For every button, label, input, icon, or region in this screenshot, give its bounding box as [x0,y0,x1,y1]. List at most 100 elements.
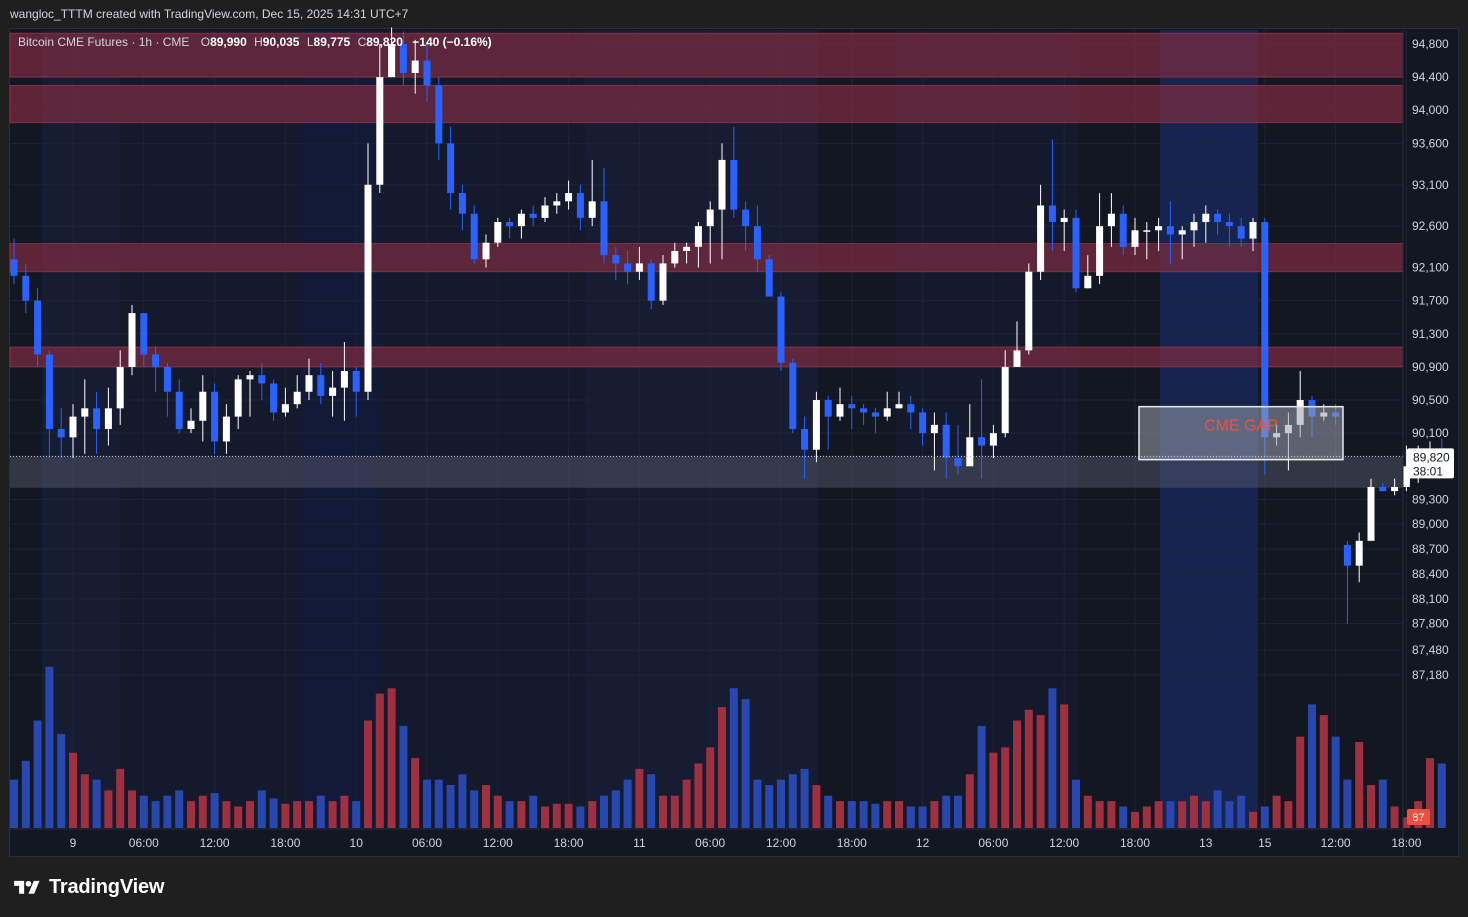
legend-close-label: C [357,35,367,49]
time-tick-label: 9 [70,836,77,850]
legend-symbol[interactable]: Bitcoin CME Futures · 1h · CME [18,35,190,49]
session-band [302,30,380,828]
volume-bar [1095,801,1104,828]
volume-value: 87 [1412,812,1424,824]
resistance-zone [9,243,1404,273]
volume-bar [1249,811,1257,828]
candle-body [706,209,714,227]
candle-body [541,205,549,218]
candle-body [871,412,879,417]
price-tick-label: 89,000 [1412,517,1449,531]
volume-bar [647,774,656,828]
candle-body [612,255,620,264]
candle [1355,532,1363,583]
volume-bar [588,801,597,828]
candle [1072,209,1080,293]
candle [163,362,171,417]
candle [588,159,596,227]
candle [140,313,148,367]
volume-bar [151,801,160,828]
candle-body [1214,213,1222,223]
legend-high-value: 90,035 [262,35,300,49]
session-band [818,30,896,828]
volume-bar [1426,758,1434,828]
volume-bar [576,806,585,828]
candle [69,404,77,458]
volume-bar [198,795,207,828]
candle [388,27,396,78]
volume-bar [305,801,313,828]
candle-body [753,226,761,260]
candle-body [671,251,679,264]
candle [270,379,278,421]
candle-body [718,159,726,210]
session-band [120,30,302,828]
candle [801,416,809,479]
candle-body [470,213,478,260]
volume-bar [1355,742,1364,828]
candle [1155,217,1163,251]
volume-bar [706,747,715,828]
candle [1225,213,1233,247]
volume-bar [1083,795,1092,828]
candle-body [458,193,466,214]
volume-bar [175,790,184,828]
candle [1202,205,1210,243]
candle-body [128,313,136,367]
candle [1190,213,1198,247]
candle-body [1013,350,1021,367]
candle [529,205,537,227]
candle-body [329,387,337,396]
chart-attribution: wangloc_TTTM created with TradingView.co… [10,7,409,21]
candle [10,238,18,285]
volume-bar [45,666,54,828]
candle-body [848,404,856,409]
volume-bar [670,795,679,828]
candle [211,383,219,454]
candle [423,44,431,102]
candle [293,375,301,409]
candle [1166,201,1174,264]
candle-body [624,263,632,272]
candle [565,180,573,210]
volume-bar [930,801,939,828]
resistance-zone [9,346,1404,368]
volume-bar [1107,801,1116,828]
tradingview-logo[interactable]: TradingView [11,876,164,899]
volume-bar [635,768,644,828]
candle [34,288,42,367]
candle-body [175,391,183,430]
volume-bars [10,666,1446,828]
candle-body [919,412,927,434]
candle-body [352,371,360,392]
candle [824,395,832,450]
candle-body [22,275,30,301]
candle-body [635,263,643,272]
candle-body [1166,226,1174,235]
volume-bar [1060,704,1069,828]
volume-bar [482,785,490,828]
volume-bar [788,774,797,828]
time-tick-label: 12:00 [766,836,796,850]
volume-bar [328,801,337,828]
volume-bar [517,801,526,828]
volume-bar [423,779,431,828]
volume-bar [942,795,951,828]
candle-body [824,400,832,417]
candle [647,259,655,309]
volume-bar [57,733,66,828]
volume-bar [505,801,514,828]
candle [494,217,502,247]
volume-bar [1260,806,1269,828]
volume-bar [847,801,856,828]
candle-body [152,354,160,367]
volume-bar [493,795,502,828]
volume-bar [399,725,408,828]
volume-bar [954,795,962,828]
candle-body [34,300,42,355]
candle-body [199,391,207,421]
candle-body [69,416,77,438]
volume-bar [765,785,774,828]
session-band [585,30,818,828]
